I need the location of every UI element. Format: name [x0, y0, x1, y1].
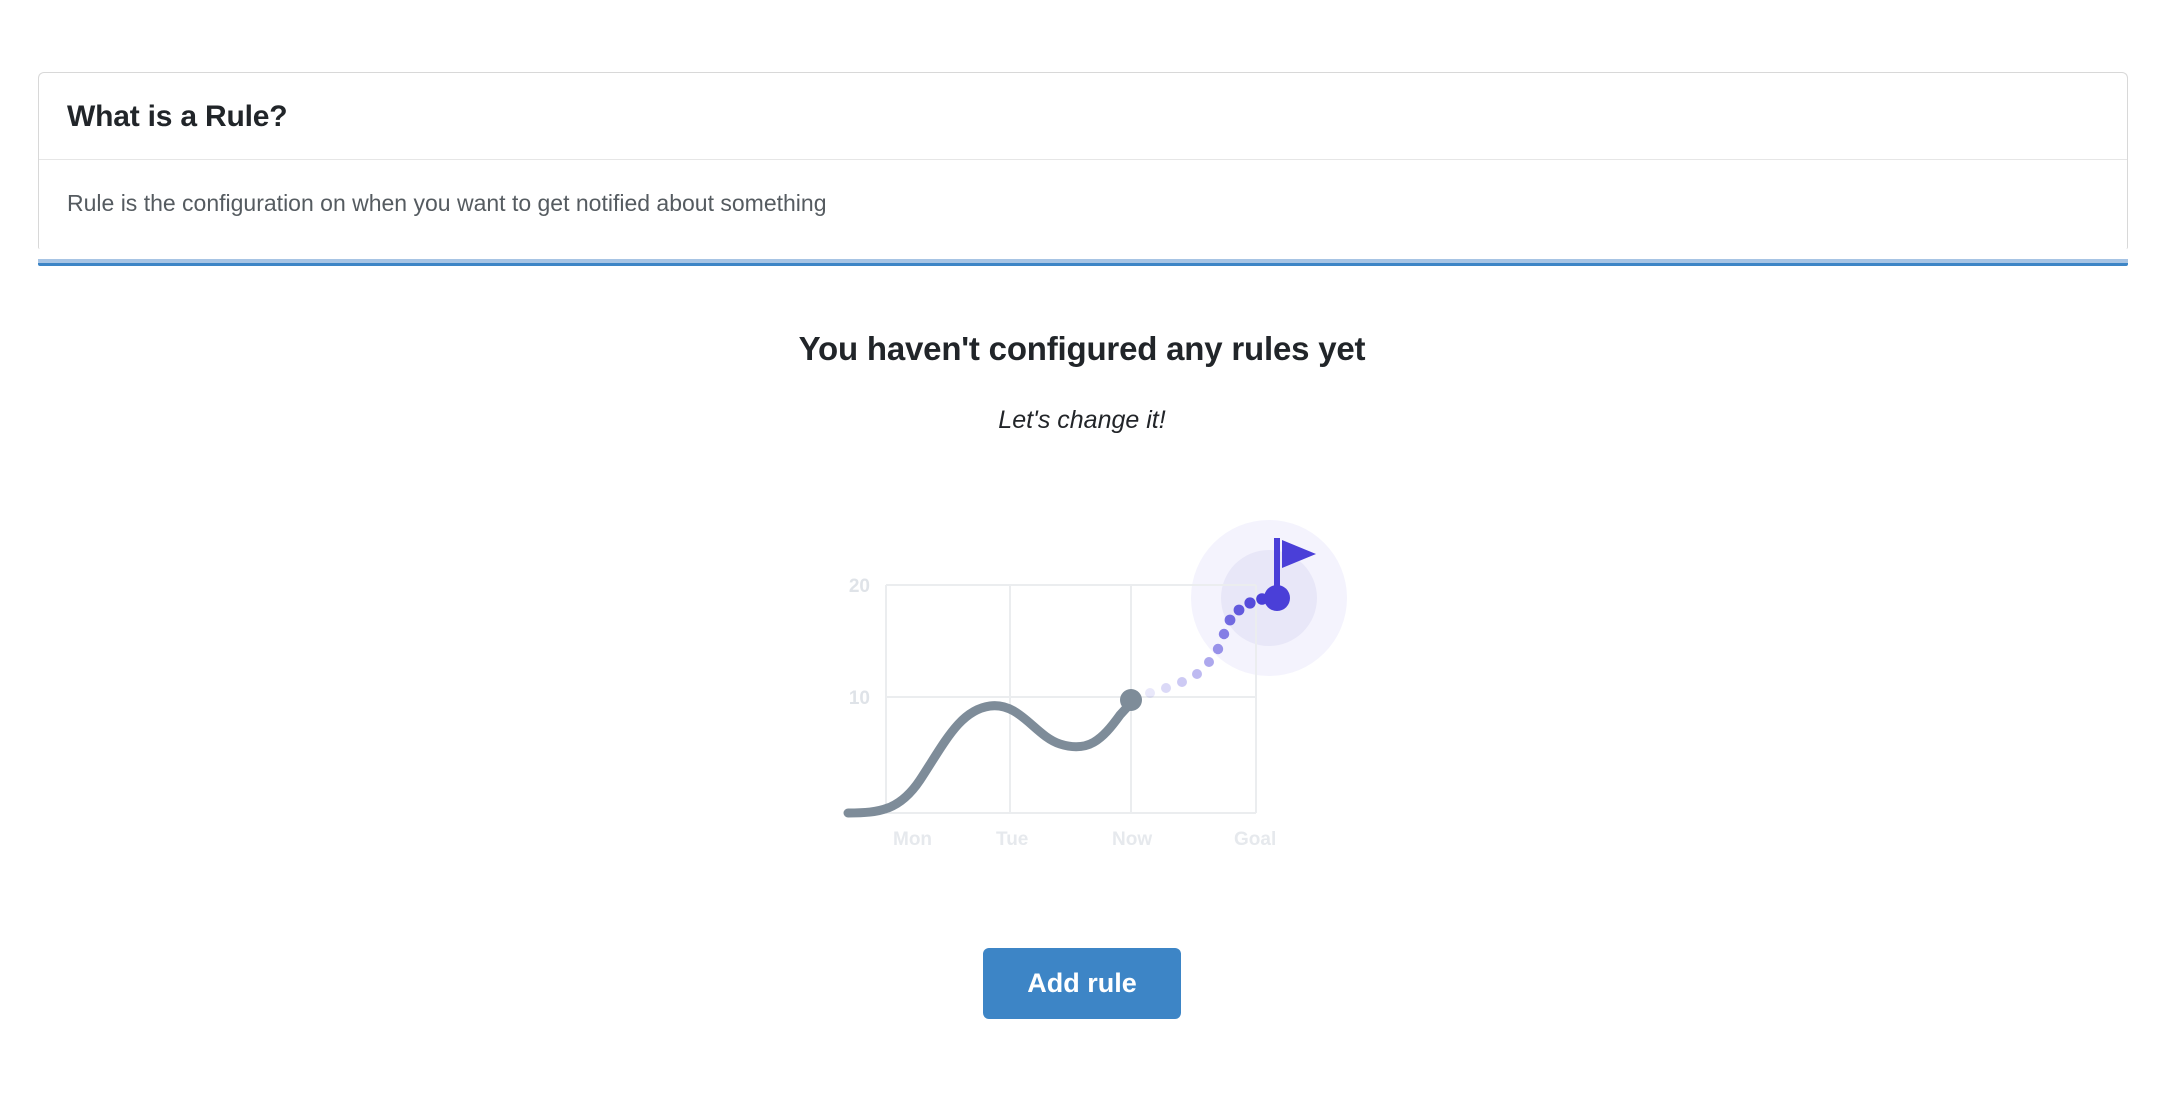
- y-tick-label-20: 20: [849, 576, 870, 597]
- x-tick-label-goal: Goal: [1234, 829, 1276, 850]
- info-card-header: What is a Rule?: [39, 73, 2127, 160]
- x-tick-label-tue: Tue: [996, 829, 1028, 850]
- chart-gridlines: [885, 584, 1257, 814]
- flag-icon: [1264, 538, 1316, 611]
- action-row: Add rule: [0, 948, 2164, 1020]
- x-tick-label-now: Now: [1112, 829, 1152, 850]
- empty-state-title: You haven't configured any rules yet: [798, 330, 1366, 367]
- goal-data-point: [1264, 585, 1290, 611]
- add-rule-button[interactable]: Add rule: [983, 948, 1181, 1020]
- goal-progress-chart: 20 10 Mon Tue Now Goal: [820, 510, 1380, 870]
- flag-pole: [1274, 538, 1280, 596]
- info-card-accent-border: [38, 263, 2128, 266]
- goal-progress-chart-svg: 20 10 Mon Tue Now Goal: [843, 520, 1347, 850]
- actual-progress-line: [843, 698, 1136, 818]
- y-tick-label-10: 10: [849, 688, 870, 709]
- now-data-point: [1120, 689, 1142, 711]
- info-card-description: Rule is the configuration on when you wa…: [67, 190, 827, 216]
- flag-banner: [1282, 540, 1316, 568]
- empty-state: You haven't configured any rules yet Let…: [0, 330, 2164, 435]
- info-card-body: Rule is the configuration on when you wa…: [39, 160, 2127, 249]
- info-card-title: What is a Rule?: [67, 100, 288, 133]
- info-card: What is a Rule? Rule is the configuratio…: [38, 72, 2128, 250]
- info-card-accent-glow: [38, 259, 2128, 264]
- empty-state-subtitle: Let's change it!: [998, 406, 1166, 434]
- x-tick-label-mon: Mon: [893, 829, 932, 850]
